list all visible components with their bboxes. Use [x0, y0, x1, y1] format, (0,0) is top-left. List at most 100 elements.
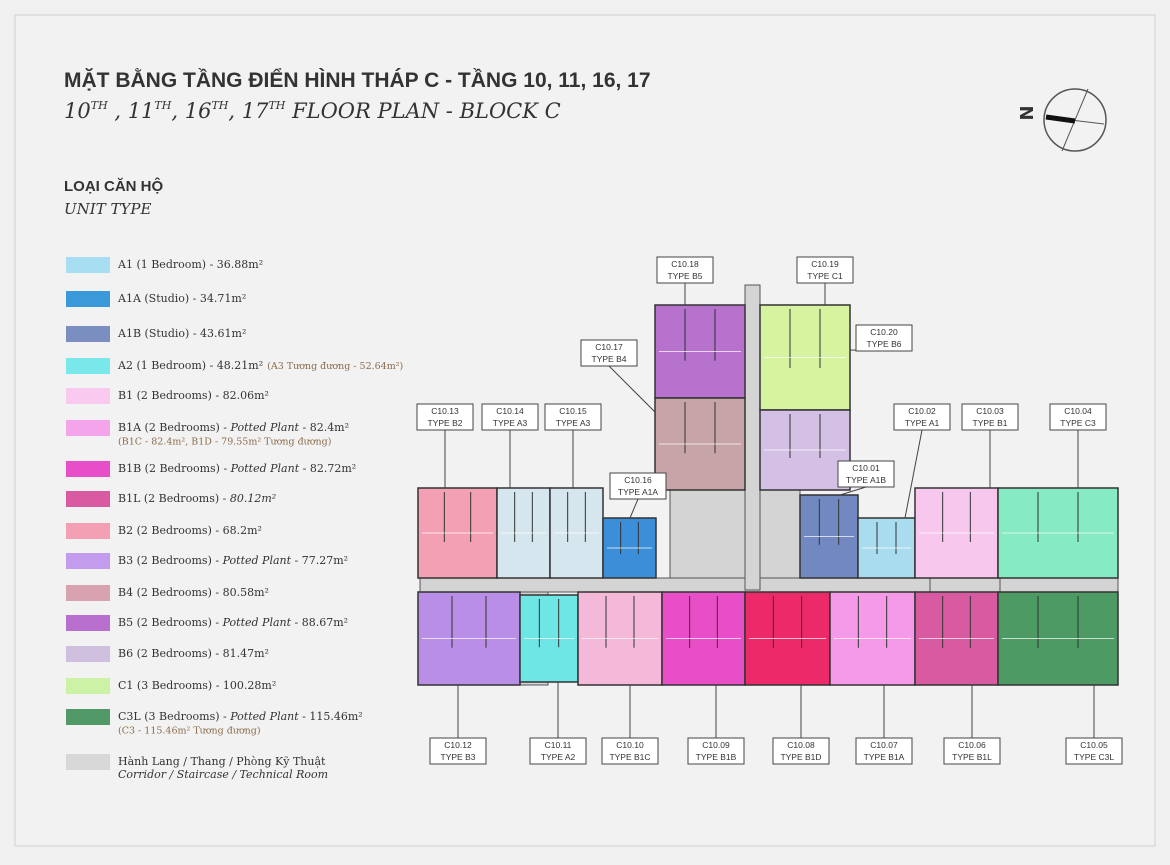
- unit-id: C10.19: [811, 259, 839, 269]
- legend-text: A1B (Studio) - 43.61m²: [117, 327, 246, 340]
- unit-id: C10.14: [496, 406, 524, 416]
- legend-label: B3 (2 Bedrooms) - Potted Plant - 77.27m²: [118, 554, 348, 567]
- unit-type: TYPE B1D: [780, 752, 821, 762]
- unit-type: TYPE B6: [867, 339, 902, 349]
- corridor: [759, 489, 801, 579]
- unit-type: TYPE C1: [807, 271, 843, 281]
- title-superscript: TH: [154, 99, 171, 112]
- unit-id: C10.03: [976, 406, 1004, 416]
- unit-type: TYPE C3L: [1074, 752, 1114, 762]
- unit-id: C10.08: [787, 740, 815, 750]
- corridor: [669, 489, 746, 579]
- legend-label: B1L (2 Bedrooms) - 80.12m²: [118, 492, 276, 505]
- corridor: [744, 284, 761, 591]
- title-part: , 16: [171, 99, 211, 123]
- unit-tag: [855, 737, 913, 765]
- legend-text: B4 (2 Bedrooms) - 80.58m²: [118, 586, 269, 599]
- unit-tag: [1049, 403, 1107, 431]
- legend-label: Hành Lang / Thang / Phòng Kỹ Thuật: [118, 755, 326, 768]
- legend-text: Hành Lang / Thang / Phòng Kỹ Thuật: [118, 755, 326, 768]
- legend-label: B5 (2 Bedrooms) - Potted Plant - 88.67m²: [118, 616, 348, 629]
- title-part: , 17: [228, 99, 269, 123]
- legend-label: A2 (1 Bedroom) - 48.21m² (A3 Tương đương …: [117, 359, 403, 372]
- legend-note: (C3 - 115.46m² Tương đương): [118, 726, 261, 737]
- unit-id: C10.11: [545, 740, 572, 750]
- legend-label: B6 (2 Bedrooms) - 81.47m²: [118, 647, 269, 660]
- legend-label: C3L (3 Bedrooms) - Potted Plant - 115.46…: [118, 710, 363, 723]
- legend-swatch: [66, 523, 110, 539]
- leader: [839, 486, 867, 496]
- compass-needle: [1045, 114, 1076, 124]
- unit-type: TYPE B2: [428, 418, 463, 428]
- corridor: [929, 577, 1001, 593]
- unit-tag: [837, 460, 895, 488]
- unit-id: C10.06: [958, 740, 986, 750]
- unit-type: TYPE B1C: [609, 752, 650, 762]
- legend-text: C3L (3 Bedrooms) -: [118, 710, 230, 723]
- unit-tag: [481, 403, 539, 431]
- compass-ring: [1043, 88, 1107, 152]
- unit-type: TYPE B4: [592, 354, 627, 364]
- unit-id: C10.05: [1080, 740, 1108, 750]
- unit-tag: [893, 403, 951, 431]
- unit-type: TYPE A3: [493, 418, 528, 428]
- legend-label: B2 (2 Bedrooms) - 68.2m²: [118, 524, 262, 537]
- unit-id: C10.13: [431, 406, 459, 416]
- legend-note: (B1C - 82.4m², B1D - 79.55m² Tương đương…: [118, 437, 331, 448]
- legend-inline-note: (A3 Tương đương - 52.64m²): [267, 361, 403, 372]
- legend-title: LOẠI CĂN HỘ: [64, 177, 163, 195]
- unit-tag: [961, 403, 1019, 431]
- legend-area: - 77.27m²: [291, 554, 348, 567]
- unit-tag: [796, 256, 854, 284]
- legend-swatch: [66, 291, 110, 307]
- unit-type: TYPE B1B: [696, 752, 737, 762]
- legend-swatch: [66, 709, 110, 725]
- legend-subtitle: UNIT TYPE: [64, 200, 151, 218]
- unit-id: C10.01: [852, 463, 880, 473]
- legend-feature: Potted Plant: [230, 421, 300, 434]
- legend-label: A1A (Studio) - 34.71m²: [117, 292, 246, 305]
- legend-feature: 80.12m²: [230, 492, 276, 505]
- legend-swatch: [66, 585, 110, 601]
- unit-type: TYPE B3: [441, 752, 476, 762]
- legend-text: B3 (2 Bedrooms) -: [118, 554, 223, 567]
- legend-area: - 82.72m²: [299, 462, 356, 475]
- unit-tag: [656, 256, 714, 284]
- unit-tag: [601, 737, 659, 765]
- leader: [608, 365, 656, 413]
- legend-label: B4 (2 Bedrooms) - 80.58m²: [118, 586, 269, 599]
- legend-text: B1 (2 Bedrooms) - 82.06m²: [118, 389, 269, 402]
- corridor: [419, 577, 1119, 593]
- legend-swatch: [66, 754, 110, 770]
- unit-tag: [544, 403, 602, 431]
- legend-area: - 115.46m²: [299, 710, 363, 723]
- unit-type: TYPE A2: [541, 752, 576, 762]
- legend-swatch: [66, 553, 110, 569]
- legend-feature: Potted Plant: [222, 616, 292, 629]
- unit-type: TYPE C3: [1060, 418, 1096, 428]
- unit-type: TYPE B1A: [864, 752, 905, 762]
- title-part: FLOOR PLAN - BLOCK C: [285, 99, 560, 123]
- legend-swatch: [66, 646, 110, 662]
- unit-id: C10.20: [870, 327, 898, 337]
- unit-tag: [943, 737, 1001, 765]
- legend-text: B1B (2 Bedrooms) -: [118, 462, 231, 475]
- legend-text: A1A (Studio) - 34.71m²: [117, 292, 246, 305]
- title-superscript: TH: [268, 99, 285, 112]
- legend-swatch: [66, 615, 110, 631]
- title-en: 10TH , 11TH, 16TH, 17TH FLOOR PLAN - BLO…: [64, 99, 561, 123]
- unit-tag: [855, 324, 913, 352]
- unit-id: C10.07: [870, 740, 898, 750]
- legend-swatch: [66, 326, 110, 342]
- unit-type: TYPE B1: [973, 418, 1008, 428]
- unit-type: TYPE B5: [668, 271, 703, 281]
- legend-text: C1 (3 Bedrooms) - 100.28m²: [118, 679, 276, 692]
- title-part: 10: [64, 99, 91, 123]
- legend-label: A1B (Studio) - 43.61m²: [117, 327, 246, 340]
- unit-id: C10.09: [702, 740, 730, 750]
- title-superscript: TH: [211, 99, 228, 112]
- legend-area: - 88.67m²: [291, 616, 348, 629]
- legend-text: A1 (1 Bedroom) - 36.88m²: [117, 258, 263, 271]
- unit-type: TYPE A1: [905, 418, 940, 428]
